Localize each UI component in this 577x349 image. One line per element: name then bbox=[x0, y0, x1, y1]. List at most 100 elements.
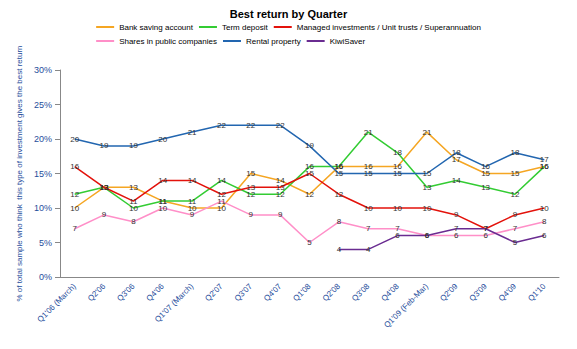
svg-text:6: 6 bbox=[395, 231, 400, 240]
svg-text:Q2'08: Q2'08 bbox=[321, 281, 343, 303]
svg-text:Term deposit: Term deposit bbox=[222, 23, 269, 32]
svg-text:Q3'08: Q3'08 bbox=[350, 281, 372, 303]
svg-text:7: 7 bbox=[366, 224, 371, 233]
svg-text:15: 15 bbox=[334, 169, 343, 178]
svg-text:16: 16 bbox=[70, 162, 79, 171]
svg-text:14: 14 bbox=[452, 176, 461, 185]
svg-text:16: 16 bbox=[481, 162, 490, 171]
svg-text:9: 9 bbox=[278, 210, 283, 219]
svg-text:15: 15 bbox=[393, 169, 402, 178]
svg-text:9: 9 bbox=[513, 210, 518, 219]
svg-text:13: 13 bbox=[100, 183, 109, 192]
svg-text:20: 20 bbox=[158, 135, 167, 144]
svg-text:14: 14 bbox=[188, 176, 197, 185]
svg-text:10: 10 bbox=[540, 204, 549, 213]
svg-text:% of total sample who think t: % of total sample who think this type of… bbox=[15, 45, 24, 301]
svg-text:Q1'10: Q1'10 bbox=[526, 281, 548, 303]
svg-text:4: 4 bbox=[337, 245, 342, 254]
svg-text:10: 10 bbox=[393, 204, 402, 213]
svg-text:8: 8 bbox=[131, 217, 136, 226]
svg-text:10: 10 bbox=[158, 204, 167, 213]
svg-text:4: 4 bbox=[366, 245, 371, 254]
svg-text:18: 18 bbox=[393, 148, 402, 157]
svg-text:15: 15 bbox=[305, 169, 314, 178]
svg-text:15: 15 bbox=[511, 169, 520, 178]
svg-text:12: 12 bbox=[334, 190, 343, 199]
svg-text:Q2'07: Q2'07 bbox=[203, 281, 225, 303]
svg-text:Q2'06: Q2'06 bbox=[86, 281, 108, 303]
svg-text:15: 15 bbox=[364, 169, 373, 178]
svg-text:21: 21 bbox=[422, 128, 431, 137]
svg-text:0%: 0% bbox=[39, 272, 52, 282]
svg-text:10: 10 bbox=[422, 204, 431, 213]
svg-text:20%: 20% bbox=[34, 134, 52, 144]
svg-text:KiwiSaver: KiwiSaver bbox=[330, 37, 366, 46]
svg-text:13: 13 bbox=[276, 183, 285, 192]
svg-text:20: 20 bbox=[70, 135, 79, 144]
svg-text:22: 22 bbox=[217, 121, 226, 130]
svg-text:5: 5 bbox=[307, 238, 312, 247]
svg-text:14: 14 bbox=[158, 176, 167, 185]
svg-text:7: 7 bbox=[513, 224, 518, 233]
svg-text:9: 9 bbox=[102, 210, 107, 219]
svg-text:15: 15 bbox=[422, 169, 431, 178]
svg-text:8: 8 bbox=[542, 217, 547, 226]
svg-text:10: 10 bbox=[364, 204, 373, 213]
svg-text:Managed investments / Unit tru: Managed investments / Unit trusts / Supe… bbox=[297, 23, 481, 32]
svg-text:Q4'07: Q4'07 bbox=[262, 281, 284, 303]
svg-text:13: 13 bbox=[129, 183, 138, 192]
svg-text:Q1'07 (March): Q1'07 (March) bbox=[153, 282, 196, 325]
svg-text:13: 13 bbox=[481, 183, 490, 192]
svg-text:Q3'06: Q3'06 bbox=[115, 281, 137, 303]
svg-text:Rental property: Rental property bbox=[246, 37, 301, 46]
svg-text:Q3'09: Q3'09 bbox=[468, 281, 490, 303]
svg-text:30%: 30% bbox=[34, 65, 52, 75]
svg-text:10: 10 bbox=[70, 204, 79, 213]
svg-text:7: 7 bbox=[483, 224, 488, 233]
svg-text:12: 12 bbox=[305, 190, 314, 199]
svg-text:5: 5 bbox=[513, 238, 518, 247]
svg-text:18: 18 bbox=[452, 148, 461, 157]
svg-text:Q2'09: Q2'09 bbox=[438, 281, 460, 303]
svg-text:22: 22 bbox=[246, 121, 255, 130]
svg-text:13: 13 bbox=[100, 183, 109, 192]
svg-text:12: 12 bbox=[70, 190, 79, 199]
svg-text:19: 19 bbox=[129, 141, 138, 150]
svg-text:13: 13 bbox=[246, 183, 255, 192]
svg-text:15: 15 bbox=[246, 169, 255, 178]
svg-text:11: 11 bbox=[217, 197, 226, 206]
svg-text:Q4'08: Q4'08 bbox=[379, 281, 401, 303]
svg-text:19: 19 bbox=[100, 141, 109, 150]
svg-text:19: 19 bbox=[305, 141, 314, 150]
svg-text:Best return by Quarter: Best return by Quarter bbox=[230, 8, 348, 20]
svg-text:Q1'09 (Feb-Mar): Q1'09 (Feb-Mar) bbox=[382, 282, 430, 330]
svg-text:Q4'06: Q4'06 bbox=[145, 281, 167, 303]
svg-text:13: 13 bbox=[422, 183, 431, 192]
svg-text:21: 21 bbox=[188, 128, 197, 137]
svg-text:9: 9 bbox=[190, 210, 195, 219]
svg-text:13: 13 bbox=[100, 183, 109, 192]
svg-text:Q4'09: Q4'09 bbox=[497, 281, 519, 303]
svg-text:Q1'08: Q1'08 bbox=[291, 281, 313, 303]
svg-text:5%: 5% bbox=[39, 238, 52, 248]
svg-text:9: 9 bbox=[454, 210, 459, 219]
svg-text:8: 8 bbox=[337, 217, 342, 226]
svg-text:18: 18 bbox=[511, 148, 520, 157]
svg-text:Q3'07: Q3'07 bbox=[233, 281, 255, 303]
svg-text:6: 6 bbox=[425, 231, 430, 240]
svg-text:10%: 10% bbox=[34, 203, 52, 213]
svg-text:Shares in public companies: Shares in public companies bbox=[119, 37, 217, 46]
svg-text:22: 22 bbox=[276, 121, 285, 130]
svg-text:17: 17 bbox=[540, 155, 549, 164]
svg-text:7: 7 bbox=[454, 224, 459, 233]
svg-text:15%: 15% bbox=[34, 169, 52, 179]
svg-text:7: 7 bbox=[483, 224, 488, 233]
svg-text:12: 12 bbox=[511, 190, 520, 199]
svg-text:Bank saving account: Bank saving account bbox=[119, 23, 194, 32]
svg-text:6: 6 bbox=[425, 231, 430, 240]
svg-text:14: 14 bbox=[217, 176, 226, 185]
svg-text:6: 6 bbox=[542, 231, 547, 240]
svg-text:7: 7 bbox=[72, 224, 77, 233]
svg-text:25%: 25% bbox=[34, 100, 52, 110]
svg-text:Q1'06 (March): Q1'06 (March) bbox=[36, 282, 79, 325]
